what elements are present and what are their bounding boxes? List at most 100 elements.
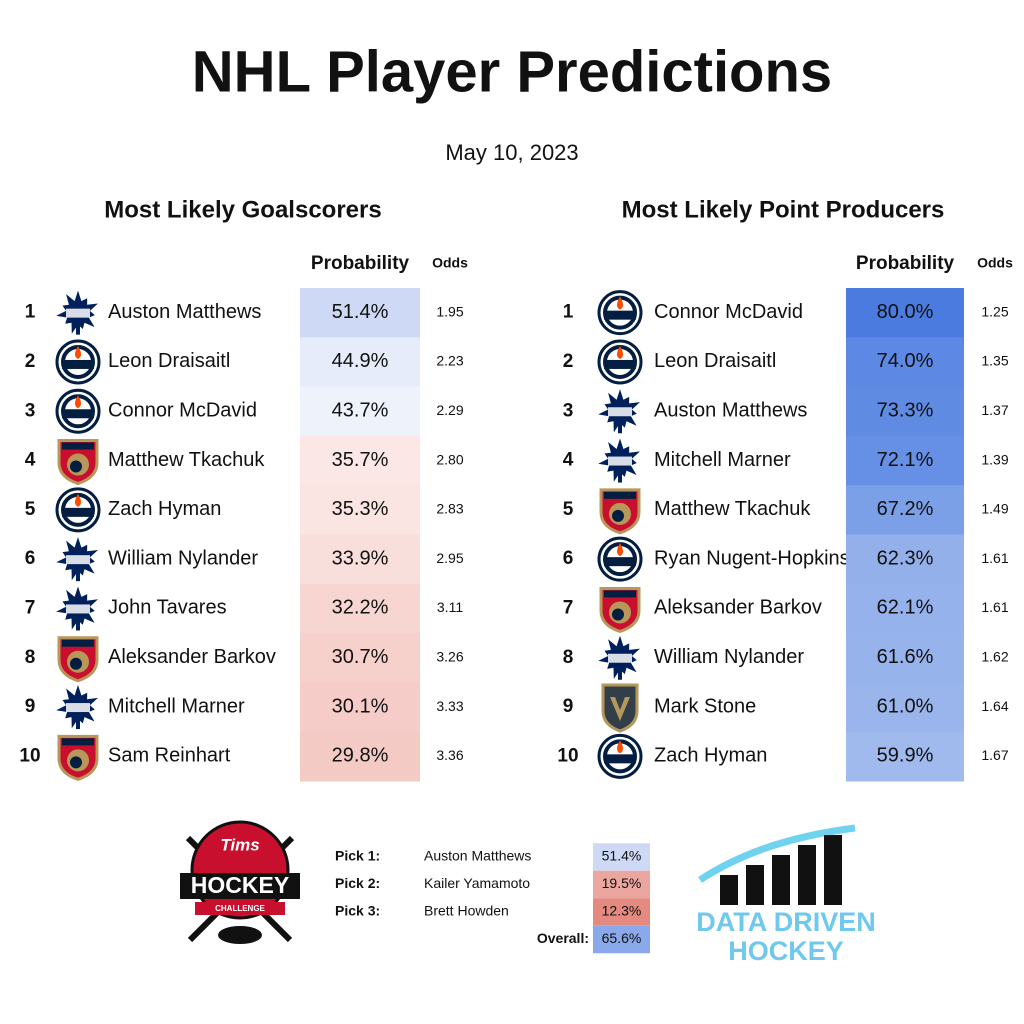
- team-logo: [55, 339, 101, 385]
- logo-drop: [617, 740, 623, 754]
- logo-stem: [76, 324, 80, 335]
- odds: 2.83: [436, 501, 463, 517]
- logo-cat-face: [70, 756, 82, 769]
- probability: 51.4%: [332, 301, 389, 323]
- logo-band: [604, 754, 636, 764]
- pick-label: Pick 3:: [335, 903, 380, 919]
- pick-probability: 51.4%: [602, 848, 642, 864]
- content: Most Likely Goalscorers Probability Odds 1 A…: [19, 196, 1013, 966]
- probability: 30.7%: [332, 646, 389, 668]
- overall-label: Overall:: [537, 930, 589, 946]
- odds: 1.49: [981, 501, 1008, 517]
- odds: 3.11: [437, 599, 463, 615]
- probability: 35.7%: [332, 449, 389, 471]
- logo-top: [62, 639, 94, 647]
- puck: [218, 926, 262, 944]
- pick-player: Brett Howden: [424, 903, 509, 919]
- probability-cell: [846, 633, 964, 683]
- logo-band: [62, 409, 94, 419]
- team-logo: [57, 636, 99, 683]
- probability: 80.0%: [877, 301, 934, 323]
- team-logo: [55, 487, 101, 533]
- team-logo: [597, 339, 643, 385]
- player-name: Ryan Nugent-Hopkins: [654, 547, 850, 569]
- ddh-line1: DATA DRIVEN: [696, 907, 876, 937]
- team-logo: [599, 488, 641, 535]
- pick-cell: [593, 870, 650, 899]
- player-name: Auston Matthews: [654, 400, 807, 422]
- probability: 59.9%: [877, 745, 934, 767]
- probability-cell: [300, 386, 420, 437]
- odds: 2.23: [436, 353, 463, 369]
- player-name: Zach Hyman: [108, 498, 221, 520]
- logo-band: [604, 359, 636, 369]
- probability-cell: [846, 534, 964, 585]
- ddh-line2: HOCKEY: [728, 936, 844, 966]
- player-name: William Nylander: [654, 646, 804, 668]
- probability-cell: [300, 633, 420, 683]
- ddh-bar: [772, 855, 790, 905]
- rank: 3: [563, 400, 574, 421]
- team-logo: [56, 586, 98, 631]
- team-logo: [599, 586, 641, 634]
- player-name: Matthew Tkachuk: [108, 449, 265, 471]
- section-heading: Most Likely Point Producers: [622, 196, 945, 223]
- probability: 33.9%: [332, 547, 389, 569]
- section-heading: Most Likely Goalscorers: [104, 196, 381, 223]
- team-logo: [598, 438, 640, 483]
- logo-text-band: [66, 555, 90, 565]
- tims-banner: [180, 873, 300, 899]
- rank: 4: [25, 450, 36, 471]
- player-name: John Tavares: [108, 597, 227, 619]
- pick-label: Pick 2:: [335, 875, 380, 891]
- rank: 8: [25, 647, 36, 668]
- odds: 2.29: [436, 402, 463, 418]
- odds: 1.64: [981, 698, 1008, 714]
- logo-band: [604, 557, 636, 567]
- probability-cell: [846, 288, 964, 338]
- pick-probability: 19.5%: [602, 875, 642, 891]
- player-name: Mitchell Marner: [108, 695, 245, 717]
- overall-probability: 65.6%: [602, 930, 642, 946]
- logo-stem: [76, 719, 80, 730]
- logo-text-band: [608, 456, 632, 466]
- logo-cat-face: [70, 657, 82, 670]
- logo-band: [62, 359, 94, 369]
- tims-sub: CHALLENGE: [215, 904, 265, 913]
- odds: 2.95: [436, 550, 463, 566]
- logo-text-band: [66, 703, 90, 713]
- player-name: Connor McDavid: [654, 301, 803, 323]
- probability-cell: [846, 337, 964, 388]
- rank: 6: [25, 548, 36, 569]
- player-name: Leon Draisaitl: [654, 350, 776, 372]
- probability: 32.2%: [332, 597, 389, 619]
- player-name: Mitchell Marner: [654, 449, 791, 471]
- team-logo: [56, 537, 98, 582]
- tims-logo: Tims HOCKEY CHALLENGE: [180, 820, 300, 944]
- rank: 1: [25, 302, 36, 323]
- odds: 1.25: [981, 303, 1008, 319]
- pick-cell: [593, 898, 650, 926]
- probability-cell: [300, 731, 420, 782]
- player-name: Leon Draisaitl: [108, 350, 230, 372]
- odds: 1.62: [981, 648, 1008, 664]
- logo-text-band: [608, 653, 632, 663]
- ddh-bar: [746, 865, 764, 905]
- rank: 4: [563, 450, 574, 471]
- logo-top: [62, 738, 94, 746]
- logo-drop: [617, 543, 623, 557]
- rank: 9: [25, 696, 36, 717]
- team-logo: [55, 388, 101, 434]
- pick-player: Auston Matthews: [424, 848, 531, 864]
- logo-cat-face: [612, 608, 624, 621]
- probability: 61.6%: [877, 646, 934, 668]
- probability-cell: [300, 337, 420, 388]
- probability: 43.7%: [332, 400, 389, 422]
- odds: 1.35: [981, 353, 1008, 369]
- team-logo: [56, 290, 98, 335]
- logo-drop: [617, 296, 623, 310]
- probability-cell: [846, 485, 964, 535]
- player-name: Mark Stone: [654, 695, 756, 717]
- probability: 44.9%: [332, 350, 389, 372]
